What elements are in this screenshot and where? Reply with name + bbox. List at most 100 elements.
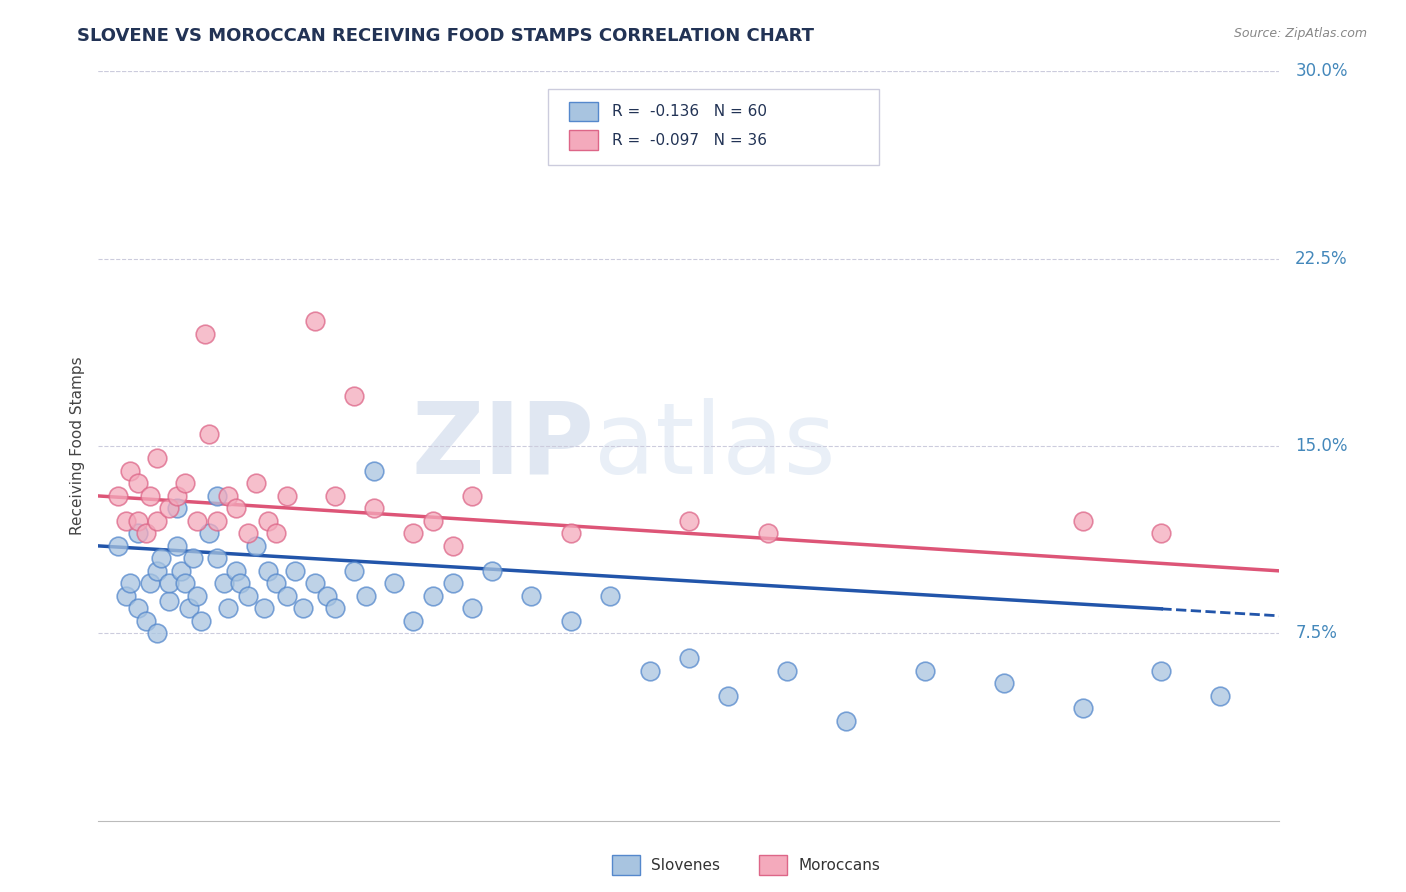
Point xyxy=(190,614,212,628)
Point xyxy=(157,501,180,516)
Point xyxy=(276,589,298,603)
Point xyxy=(194,326,217,341)
Point xyxy=(1071,514,1094,528)
Point xyxy=(127,526,149,541)
Point xyxy=(276,489,298,503)
Text: atlas: atlas xyxy=(595,398,837,494)
Point xyxy=(402,614,425,628)
Point xyxy=(354,589,377,603)
Text: SLOVENE VS MOROCCAN RECEIVING FOOD STAMPS CORRELATION CHART: SLOVENE VS MOROCCAN RECEIVING FOOD STAMP… xyxy=(77,27,814,45)
Point xyxy=(146,451,169,466)
Point xyxy=(174,476,197,491)
Point xyxy=(166,539,188,553)
Point xyxy=(776,664,799,678)
Point xyxy=(481,564,503,578)
Point xyxy=(343,389,366,403)
Point xyxy=(422,589,444,603)
Point xyxy=(599,589,621,603)
Point xyxy=(127,476,149,491)
Point xyxy=(323,489,346,503)
Point xyxy=(229,576,252,591)
Point xyxy=(205,514,228,528)
Point xyxy=(205,489,228,503)
Point xyxy=(678,651,700,665)
Point xyxy=(107,489,129,503)
Text: 30.0%: 30.0% xyxy=(1227,890,1279,892)
Point xyxy=(363,501,385,516)
Point xyxy=(461,489,484,503)
Point xyxy=(170,564,193,578)
Point xyxy=(835,714,858,728)
Text: 15.0%: 15.0% xyxy=(1295,437,1348,455)
Point xyxy=(717,689,740,703)
Point xyxy=(197,426,219,441)
Point xyxy=(157,594,180,608)
Point xyxy=(520,589,543,603)
Point xyxy=(1071,701,1094,715)
Point xyxy=(146,626,169,640)
Point xyxy=(292,601,315,615)
Point xyxy=(422,514,444,528)
Point xyxy=(993,676,1015,690)
Point xyxy=(441,539,464,553)
Point xyxy=(225,564,247,578)
Point xyxy=(678,514,700,528)
Point xyxy=(135,614,157,628)
Point xyxy=(146,564,169,578)
Point xyxy=(304,576,326,591)
Point xyxy=(1150,664,1173,678)
Point xyxy=(107,539,129,553)
Text: 30.0%: 30.0% xyxy=(1295,62,1348,80)
Point xyxy=(560,526,582,541)
Point xyxy=(382,576,405,591)
Point xyxy=(177,601,200,615)
Point xyxy=(315,589,337,603)
Point xyxy=(461,601,484,615)
Text: ZIP: ZIP xyxy=(412,398,595,494)
Point xyxy=(245,539,267,553)
Point xyxy=(236,526,259,541)
Point xyxy=(638,664,661,678)
Point xyxy=(157,576,180,591)
Point xyxy=(1209,689,1232,703)
Point xyxy=(402,526,425,541)
Point xyxy=(264,526,287,541)
Text: Source: ZipAtlas.com: Source: ZipAtlas.com xyxy=(1233,27,1367,40)
Point xyxy=(181,551,204,566)
Point xyxy=(225,501,247,516)
Point xyxy=(115,589,138,603)
Point xyxy=(236,589,259,603)
Point xyxy=(217,489,239,503)
Text: R =  -0.097   N = 36: R = -0.097 N = 36 xyxy=(612,133,766,147)
Point xyxy=(205,551,228,566)
Point xyxy=(166,501,188,516)
Point xyxy=(756,526,779,541)
Point xyxy=(197,526,219,541)
Point xyxy=(217,601,239,615)
Text: Slovenes: Slovenes xyxy=(651,858,720,872)
Point xyxy=(284,564,307,578)
Point xyxy=(127,601,149,615)
Point xyxy=(253,601,276,615)
Point xyxy=(118,464,141,478)
Point xyxy=(560,614,582,628)
Point xyxy=(138,489,160,503)
Point xyxy=(138,576,160,591)
Y-axis label: Receiving Food Stamps: Receiving Food Stamps xyxy=(69,357,84,535)
Point xyxy=(174,576,197,591)
Point xyxy=(186,589,208,603)
Text: R =  -0.136   N = 60: R = -0.136 N = 60 xyxy=(612,104,766,119)
Point xyxy=(304,314,326,328)
Text: 7.5%: 7.5% xyxy=(1295,624,1337,642)
Point xyxy=(323,601,346,615)
Point xyxy=(214,576,236,591)
Point xyxy=(150,551,173,566)
Point xyxy=(135,526,157,541)
Point xyxy=(146,514,169,528)
Point xyxy=(256,564,278,578)
Text: 22.5%: 22.5% xyxy=(1295,250,1348,268)
Point xyxy=(343,564,366,578)
Point xyxy=(245,476,267,491)
Point xyxy=(441,576,464,591)
Point xyxy=(118,576,141,591)
